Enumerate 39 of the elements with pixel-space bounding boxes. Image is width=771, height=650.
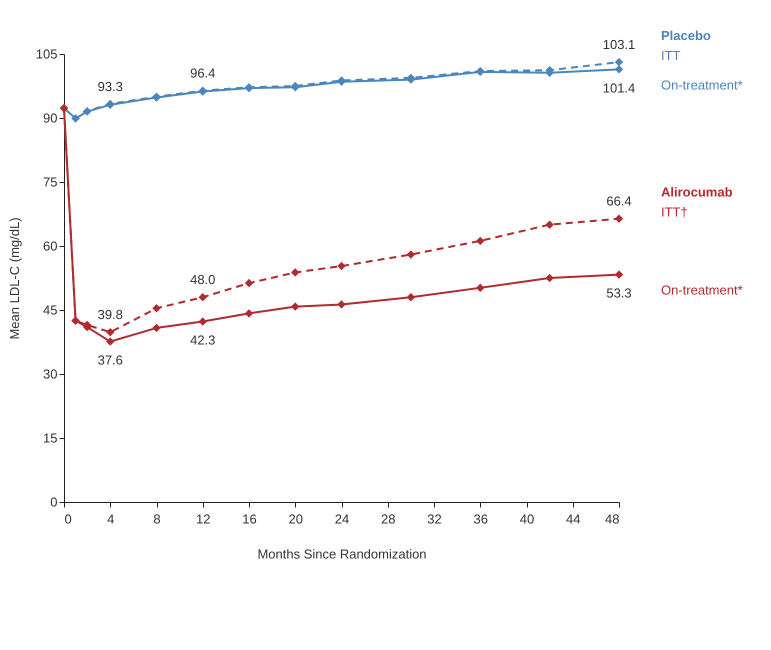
data-label: 42.3 xyxy=(190,332,216,348)
data-label: 66.4 xyxy=(606,194,632,209)
data-label: 101.4 xyxy=(602,80,636,96)
x-tick-label: 28 xyxy=(381,512,396,526)
x-tick-label: 44 xyxy=(566,512,580,526)
x-tick-label: 48 xyxy=(605,512,620,526)
y-axis-title: Mean LDL-C (mg/dL) xyxy=(6,217,22,340)
y-tick-label: 105 xyxy=(36,46,58,62)
data-label: 37.6 xyxy=(98,352,123,368)
x-tick-label: 8 xyxy=(153,512,161,526)
x-tick-label: 32 xyxy=(427,512,442,526)
text: On-treatment* xyxy=(661,77,743,92)
x-axis-title: Months Since Randomization xyxy=(257,546,427,562)
text: Alirocumab xyxy=(661,184,733,200)
data-label: 39.8 xyxy=(98,307,123,322)
text: ITT xyxy=(661,48,681,64)
data-label: 103.1 xyxy=(602,37,636,52)
y-tick-label: 0 xyxy=(50,494,58,510)
y-tick-label: 30 xyxy=(43,366,58,382)
x-tick-label: 36 xyxy=(474,512,488,526)
data-label: 93.3 xyxy=(98,78,123,94)
text: On-treatment* xyxy=(661,282,743,298)
y-tick-label: 45 xyxy=(43,302,58,318)
y-tick-label: 15 xyxy=(43,430,58,446)
y-tick-label: 75 xyxy=(43,174,58,190)
data-label: 48.0 xyxy=(190,272,216,288)
data-label: 53.3 xyxy=(606,286,632,301)
x-tick-label: 16 xyxy=(242,512,257,526)
x-tick-label: 12 xyxy=(196,512,210,526)
text: Placebo xyxy=(661,28,711,44)
y-tick-label: 60 xyxy=(43,238,58,254)
text: ITT† xyxy=(661,204,688,220)
x-tick-label: 4 xyxy=(107,512,114,526)
x-tick-label: 24 xyxy=(334,512,350,526)
y-tick-label: 90 xyxy=(43,110,58,126)
data-label: 96.4 xyxy=(190,66,216,81)
x-tick-label: 40 xyxy=(520,512,534,526)
x-tick-label: 20 xyxy=(288,512,303,526)
x-tick-label: 0 xyxy=(64,512,72,526)
